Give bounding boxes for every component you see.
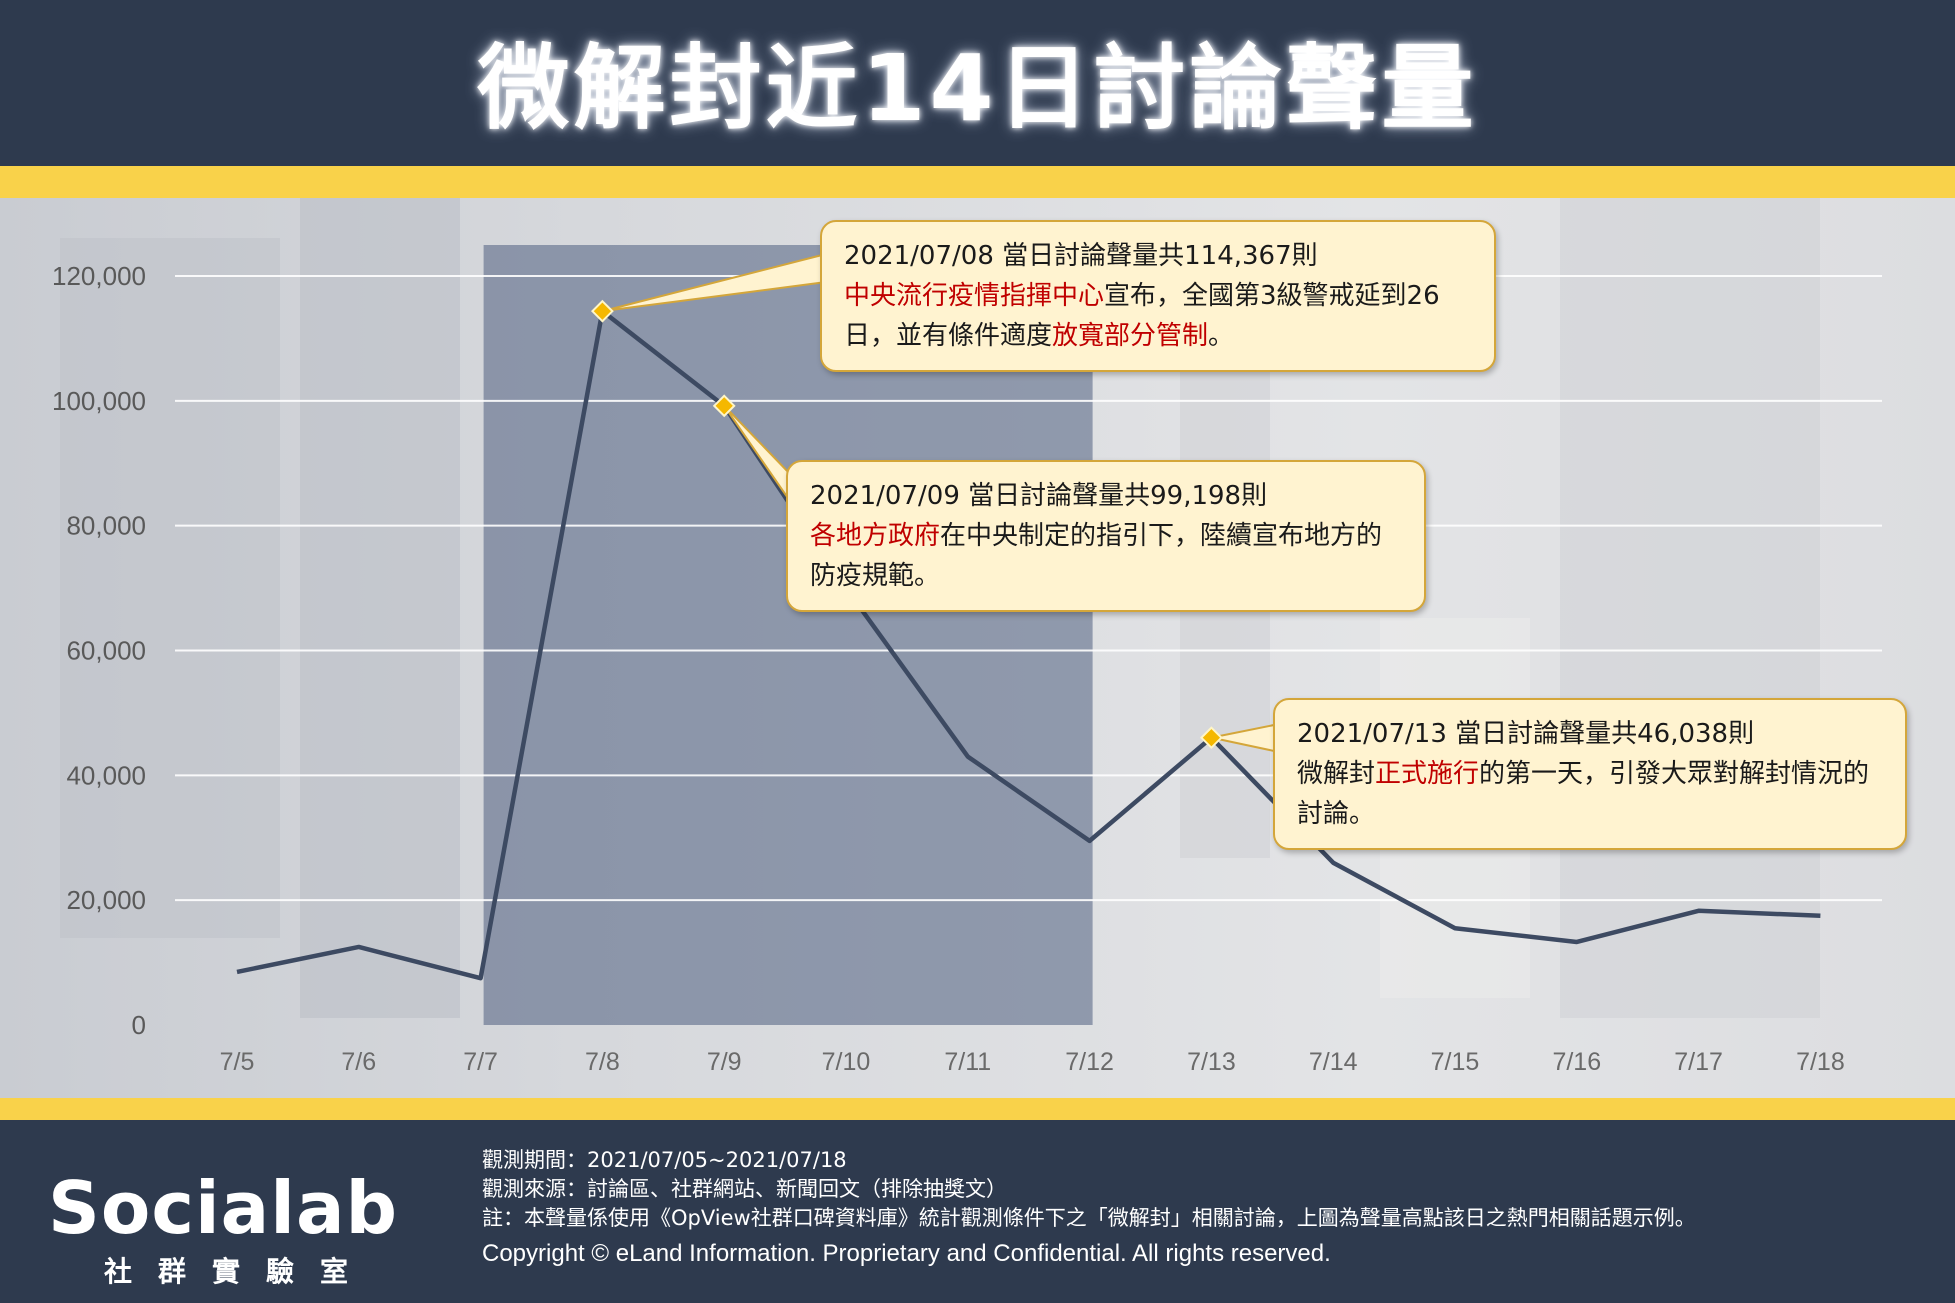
annotation-body: 微解封正式施行的第一天，引發大眾對解封情況的討論。 <box>1297 754 1883 834</box>
x-tick-label: 7/14 <box>1309 1048 1358 1076</box>
x-tick-label: 7/16 <box>1552 1048 1601 1076</box>
annotation-text: 。 <box>1208 321 1235 351</box>
bottom-accent-stripe <box>0 1098 1955 1120</box>
footer-notes: 觀測期間：2021/07/05~2021/07/18 觀測來源：討論區、社群網站… <box>482 1146 1696 1268</box>
x-tick-label: 7/11 <box>944 1048 991 1076</box>
data-point-marker <box>712 394 736 418</box>
x-tick-label: 7/15 <box>1431 1048 1480 1076</box>
annotation-text: 宣布，全國第3級警戒延到26日，並有條件適度 <box>844 281 1440 351</box>
x-tick-label: 7/18 <box>1796 1048 1845 1076</box>
y-tick-label: 120,000 <box>52 261 146 291</box>
annotation-highlight-text: 放寬部分管制 <box>1052 321 1209 351</box>
annotation-text: 微解封 <box>1297 759 1376 789</box>
x-tick-label: 7/12 <box>1065 1048 1114 1076</box>
data-point-marker <box>590 299 614 323</box>
annotation-headline: 2021/07/08 當日討論聲量共114,367則 <box>844 241 1318 271</box>
y-tick-label: 20,000 <box>66 885 146 915</box>
series-line <box>236 308 1821 981</box>
y-tick-label: 60,000 <box>66 636 146 666</box>
page-title: 微解封近14日討論聲量 <box>477 35 1478 142</box>
x-tick-label: 7/13 <box>1187 1048 1236 1076</box>
observation-source: 觀測來源：討論區、社群網站、新聞回文（排除抽獎文） <box>482 1177 1007 1201</box>
header-bar: 微解封近14日討論聲量 <box>0 0 1955 166</box>
socialab-logo: Socialab <box>48 1166 399 1250</box>
top-accent-stripe <box>0 166 1955 198</box>
annotation-text: 在中央制定的指引下，陸續宣布地方的防疫規範。 <box>810 521 1383 591</box>
x-tick-label: 7/7 <box>463 1048 498 1076</box>
data-point-marker <box>1199 726 1223 750</box>
observation-period: 觀測期間：2021/07/05~2021/07/18 <box>482 1148 847 1172</box>
annotation-highlight-text: 中央流行疫情指揮中心 <box>844 281 1105 311</box>
annotation-callout: 2021/07/09 當日討論聲量共99,198則 各地方政府在中央制定的指引下，… <box>786 460 1426 612</box>
x-tick-label: 7/5 <box>220 1048 255 1076</box>
annotation-callout: 2021/07/08 當日討論聲量共114,367則 中央流行疫情指揮中心宣布，全… <box>820 220 1496 372</box>
x-tick-label: 7/9 <box>707 1048 742 1076</box>
x-tick-label: 7/6 <box>341 1048 376 1076</box>
footer-bar: Socialab 社群實驗室 觀測期間：2021/07/05~2021/07/1… <box>0 1120 1955 1303</box>
socialab-logo-subtitle: 社群實驗室 <box>104 1255 375 1288</box>
y-tick-label: 100,000 <box>52 386 146 416</box>
x-tick-label: 7/8 <box>585 1048 620 1076</box>
annotation-headline: 2021/07/09 當日討論聲量共99,198則 <box>810 481 1268 511</box>
annotation-highlight-text: 正式施行 <box>1375 759 1480 789</box>
y-tick-label: 0 <box>132 1010 146 1040</box>
y-tick-label: 80,000 <box>66 511 146 541</box>
annotation-body: 中央流行疫情指揮中心宣布，全國第3級警戒延到26日，並有條件適度放寬部分管制。 <box>844 276 1472 356</box>
x-tick-label: 7/10 <box>822 1048 871 1076</box>
chart-panel: 0 20,000 40,000 60,000 80,000 100,000 120,000 7… <box>0 198 1955 1098</box>
footnote: 註：本聲量係使用《OpView社群口碑資料庫》統計觀測條件下之「微解封」相關討論… <box>482 1206 1696 1230</box>
annotation-highlight-text: 各地方政府 <box>810 521 941 551</box>
annotation-body: 各地方政府在中央制定的指引下，陸續宣布地方的防疫規範。 <box>810 516 1402 596</box>
copyright: Copyright © eLand Information. Proprieta… <box>482 1240 1331 1267</box>
x-tick-label: 7/17 <box>1674 1048 1723 1076</box>
highlight-band <box>483 245 1093 1025</box>
annotation-text: 的第一天，引發大眾對解封情況的討論。 <box>1297 759 1870 829</box>
annotation-headline: 2021/07/13 當日討論聲量共46,038則 <box>1297 719 1755 749</box>
annotation-callout: 2021/07/13 當日討論聲量共46,038則 微解封正式施行的第一天，引發大… <box>1273 698 1907 850</box>
y-tick-label: 40,000 <box>66 760 146 790</box>
